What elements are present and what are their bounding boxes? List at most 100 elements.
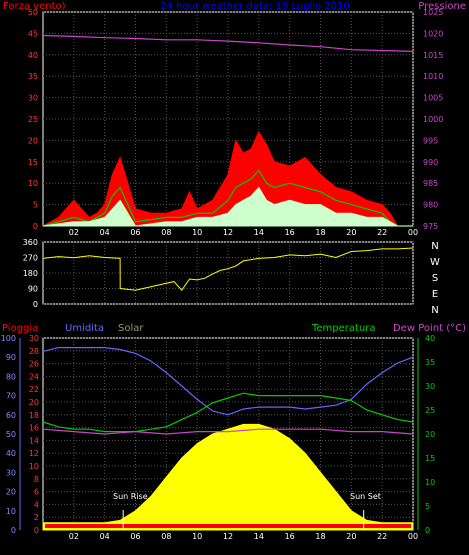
y-tick-label-pressure: 1025 (423, 8, 443, 17)
y-tick-label-wind: 5 (33, 201, 38, 210)
x-tick-label: 12 (223, 228, 233, 237)
y-tick-label-humidity: 0 (11, 526, 16, 535)
y-tick-label-wind: 45 (28, 29, 38, 38)
x-tick-label: 08 (161, 532, 171, 541)
header-pioggia: Pioggia (2, 323, 38, 334)
y-tick-label-rain: 14 (29, 436, 39, 445)
x-tick-label: 02 (69, 228, 79, 237)
x-tick-label: 16 (285, 228, 295, 237)
y-tick-label-pressure: 990 (423, 158, 438, 167)
x-tick-label: 10 (192, 228, 202, 237)
y-tick-label-direction: 0 (33, 300, 38, 309)
x-tick-label: 10 (192, 532, 202, 541)
y-tick-label-rain: 18 (29, 411, 39, 420)
y-tick-label-humidity: 90 (6, 353, 16, 362)
y-tick-label-direction: 90 (28, 285, 38, 294)
x-tick-label: 00 (408, 228, 418, 237)
y-tick-label-rain: 28 (29, 347, 39, 356)
y-tick-label-rain: 26 (29, 360, 39, 369)
x-tick-label: 08 (161, 228, 171, 237)
y-tick-label-rain: 20 (29, 398, 39, 407)
y-tick-label-wind: 0 (33, 222, 38, 231)
y-tick-label-pressure: 985 (423, 179, 438, 188)
x-tick-label: 18 (315, 228, 325, 237)
x-tick-label: 14 (254, 228, 264, 237)
y-tick-label-rain: 12 (29, 449, 39, 458)
y-tick-label-rain: 16 (29, 424, 39, 433)
compass-label: N (431, 241, 438, 252)
y-tick-label-pressure: 1015 (423, 51, 443, 60)
y-tick-label-temperature: 20 (425, 430, 435, 439)
y-tick-label-pressure: 1000 (423, 115, 443, 124)
y-tick-label-pressure: 1010 (423, 72, 443, 81)
annotation-sun-rise: Sun Rise (113, 492, 148, 501)
y-tick-label-wind: 35 (28, 72, 38, 81)
y-tick-label-rain: 0 (34, 526, 39, 535)
x-tick-label: 06 (130, 532, 140, 541)
y-tick-label-temperature: 30 (425, 382, 435, 391)
x-tick-label: 16 (285, 532, 295, 541)
y-tick-label-humidity: 10 (6, 507, 16, 516)
header-solar: Solar (118, 323, 144, 334)
x-tick-label: 22 (377, 228, 387, 237)
y-tick-label-temperature: 25 (425, 406, 435, 415)
y-tick-label-rain: 4 (34, 500, 39, 509)
y-tick-label-rain: 6 (34, 488, 39, 497)
y-tick-label-wind: 25 (28, 115, 38, 124)
compass-label: W (430, 257, 440, 268)
y-tick-label-wind: 30 (28, 94, 38, 103)
x-tick-label: 02 (69, 532, 79, 541)
x-tick-label: 12 (223, 532, 233, 541)
y-tick-label-rain: 22 (29, 385, 39, 394)
y-tick-label-humidity: 30 (6, 468, 16, 477)
y-tick-label-wind: 50 (28, 8, 38, 17)
y-tick-label-rain: 10 (29, 462, 39, 471)
y-tick-label-humidity: 60 (6, 411, 16, 420)
wind-series-area (42, 186, 413, 227)
compass-label: E (432, 289, 438, 300)
x-tick-label: 18 (315, 532, 325, 541)
y-tick-label-wind: 15 (28, 158, 38, 167)
x-tick-label: 00 (408, 532, 418, 541)
header-umidita: Umidita (65, 323, 104, 334)
y-tick-label-rain: 2 (34, 513, 39, 522)
y-tick-label-pressure: 995 (423, 136, 438, 145)
y-tick-label-wind: 40 (28, 51, 38, 60)
compass-label: N (431, 305, 438, 316)
y-tick-label-pressure: 1020 (423, 29, 443, 38)
y-tick-label-wind: 20 (28, 136, 38, 145)
x-tick-label: 14 (254, 532, 264, 541)
right-axis-label-pressure: Pressione (418, 1, 466, 12)
y-tick-label-pressure: 980 (423, 201, 438, 210)
rain-band (45, 524, 411, 528)
y-tick-label-temperature: 15 (425, 454, 435, 463)
temperaturaline (42, 392, 414, 433)
x-tick-label: 20 (346, 228, 356, 237)
y-tick-label-pressure: 1005 (423, 94, 443, 103)
y-tick-label-temperature: 0 (425, 526, 430, 535)
solar-area (42, 423, 414, 531)
dew-point-c-line (42, 428, 414, 435)
x-tick-label: 06 (130, 228, 140, 237)
y-tick-label-humidity: 20 (6, 488, 16, 497)
y-tick-label-humidity: 70 (6, 392, 16, 401)
wind-direction-line (42, 247, 414, 292)
x-tick-label: 22 (377, 532, 387, 541)
y-tick-label-wind: 10 (28, 179, 38, 188)
pressure-line (42, 34, 414, 52)
y-tick-label-temperature: 35 (425, 358, 435, 367)
y-tick-label-humidity: 50 (6, 430, 16, 439)
left-axis-label-wind: Forza vento) (3, 1, 66, 12)
y-tick-label-direction: 180 (23, 269, 38, 278)
umiditaline (42, 347, 414, 416)
wind-series-line (42, 169, 413, 227)
y-tick-label-temperature: 40 (425, 334, 435, 343)
chart-title: 24 hour weather data: 19 Luglio 2010 (160, 1, 350, 12)
y-tick-label-pressure: 975 (423, 222, 438, 231)
y-tick-label-humidity: 80 (6, 372, 16, 381)
header-temperatura: Temperatura (311, 323, 376, 334)
y-tick-label-direction: 270 (23, 254, 38, 263)
y-tick-label-temperature: 10 (425, 478, 435, 487)
y-tick-label-humidity: 40 (6, 449, 16, 458)
